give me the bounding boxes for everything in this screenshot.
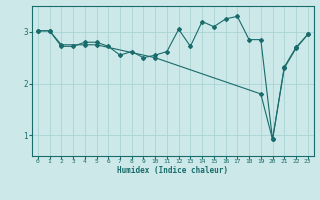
- X-axis label: Humidex (Indice chaleur): Humidex (Indice chaleur): [117, 166, 228, 175]
